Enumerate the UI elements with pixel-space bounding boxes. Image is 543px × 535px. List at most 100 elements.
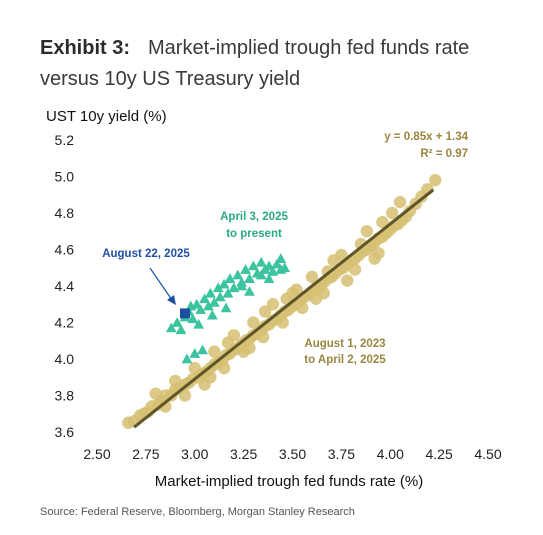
green-point <box>222 287 234 298</box>
green-point <box>187 313 199 324</box>
green-point <box>171 317 183 327</box>
y-tick-label: 4.4 <box>55 278 75 294</box>
green-point <box>255 256 267 267</box>
gold-point <box>149 387 162 400</box>
exhibit-title: Market-implied trough fed funds rate ver… <box>40 37 470 90</box>
x-tick-label: 3.25 <box>230 446 257 462</box>
gold-series-label-line1: August 1, 2023 <box>304 338 385 350</box>
gold-point <box>360 225 373 238</box>
x-tick-label: 4.00 <box>377 446 404 462</box>
green-point <box>195 304 207 315</box>
exhibit-label: Exhibit 3: <box>40 37 131 59</box>
gold-point <box>276 316 289 329</box>
x-tick-label: 4.50 <box>474 446 501 462</box>
gold-point <box>354 237 368 251</box>
gold-point <box>290 283 303 296</box>
green-point <box>279 262 291 273</box>
green-point <box>197 344 208 355</box>
x-tick-label: 3.75 <box>328 446 355 462</box>
y-tick-label: 3.8 <box>55 388 75 404</box>
gold-series-label-line2: to April 2, 2025 <box>304 354 386 366</box>
green-point <box>208 297 220 307</box>
gold-point <box>335 248 348 262</box>
source-note: Source: Federal Reserve, Bloomberg, Morg… <box>40 506 355 518</box>
y-axis-title: UST 10y yield (%) <box>46 108 167 125</box>
x-axis-title: Market-implied trough fed funds rate (%) <box>155 473 423 490</box>
x-tick-label: 3.00 <box>181 446 208 462</box>
x-axis-tick-labels: 2.50 2.75 3.00 3.25 3.50 3.75 4.00 4.25 4.50 <box>83 446 501 462</box>
green-point <box>175 324 187 335</box>
gold-point <box>247 316 260 329</box>
green-point <box>228 282 240 293</box>
green-point <box>244 273 255 284</box>
trend-r-squared: R² = 0.97 <box>420 148 468 160</box>
green-point <box>165 322 177 333</box>
green-point <box>191 298 203 309</box>
y-tick-label: 5.0 <box>55 169 75 185</box>
series-green-points <box>165 253 291 364</box>
x-tick-label: 2.50 <box>83 446 110 462</box>
y-tick-label: 4.2 <box>55 315 75 331</box>
green-point <box>224 273 236 284</box>
gold-point <box>188 361 201 375</box>
green-series-label-line1: April 3, 2025 <box>220 211 288 223</box>
gold-point <box>258 305 272 318</box>
y-tick-label: 5.2 <box>55 132 75 148</box>
gold-point <box>305 270 319 284</box>
y-tick-label: 4.6 <box>55 242 75 258</box>
series-gold-points <box>122 173 442 430</box>
green-point <box>203 300 214 311</box>
x-tick-label: 2.75 <box>132 446 159 462</box>
y-axis-tick-labels: 3.6 3.8 4.0 4.2 4.4 4.6 4.8 5.0 5.2 <box>55 132 75 440</box>
green-point <box>248 260 259 271</box>
green-point <box>263 273 275 284</box>
trend-equation: y = 0.85x + 1.34 <box>384 131 468 143</box>
gold-point <box>309 292 323 305</box>
gold-point <box>266 298 280 311</box>
gold-point <box>243 341 256 355</box>
gold-point <box>169 374 182 388</box>
green-point <box>275 253 287 263</box>
highlight-arrow-line <box>149 267 173 301</box>
x-tick-label: 3.50 <box>279 446 306 462</box>
green-point <box>218 278 230 289</box>
green-point <box>236 280 248 291</box>
green-point <box>232 269 244 280</box>
green-point <box>263 260 275 271</box>
gold-point <box>348 263 362 276</box>
gold-point <box>256 330 270 344</box>
green-series-label-line2: to present <box>226 228 282 240</box>
gold-point <box>178 389 192 402</box>
green-point <box>240 264 251 274</box>
gold-point <box>393 195 407 209</box>
x-tick-label: 4.25 <box>426 446 453 462</box>
highlight-arrow-head <box>167 295 176 305</box>
gold-point <box>372 246 385 260</box>
green-point <box>199 293 210 304</box>
highlight-point-aug-22-2025 <box>179 308 190 319</box>
gold-point <box>429 173 442 187</box>
y-tick-label: 4.0 <box>55 351 75 367</box>
trendline <box>133 188 435 429</box>
green-point <box>185 300 197 311</box>
green-point <box>189 348 201 358</box>
y-tick-label: 4.8 <box>55 205 75 221</box>
chart-title: Exhibit 3: Market-implied trough fed fund… <box>40 33 530 95</box>
green-point <box>206 309 218 320</box>
gold-point <box>296 301 309 315</box>
gold-point <box>217 361 231 375</box>
gold-point <box>341 274 354 287</box>
highlight-label: August 22, 2025 <box>102 248 190 260</box>
green-point <box>244 286 255 296</box>
y-tick-label: 3.6 <box>55 424 75 440</box>
gold-point <box>204 371 217 384</box>
gold-point <box>221 336 235 349</box>
gold-point <box>208 345 221 358</box>
gold-point <box>376 215 389 229</box>
green-point <box>212 282 224 293</box>
green-point <box>267 266 279 276</box>
green-point <box>220 302 232 313</box>
green-point <box>255 269 267 280</box>
green-point <box>271 258 283 269</box>
